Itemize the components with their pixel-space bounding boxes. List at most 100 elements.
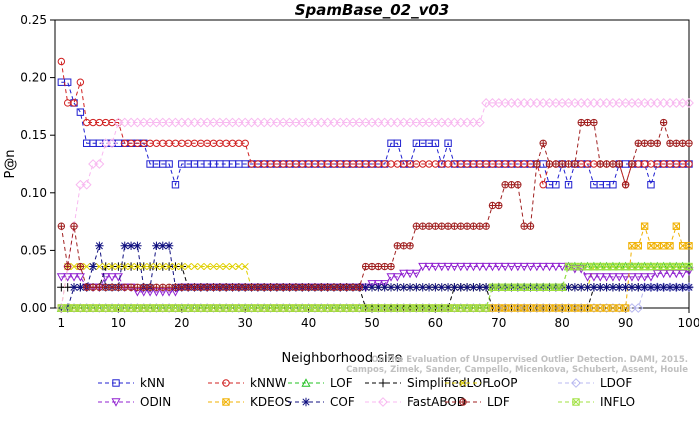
data-point-cof bbox=[646, 283, 656, 292]
data-point-cof bbox=[418, 283, 427, 292]
data-point-inflo bbox=[634, 262, 642, 271]
data-point-loop bbox=[235, 262, 243, 271]
data-point-odin bbox=[487, 262, 497, 272]
data-point-cof bbox=[399, 283, 408, 292]
data-point-ldof bbox=[671, 282, 682, 293]
data-point-ldf bbox=[152, 283, 161, 291]
legend-label-cof: COF bbox=[330, 395, 355, 409]
y-tick-label: 0.25 bbox=[20, 13, 47, 27]
data-point-ldf bbox=[678, 139, 687, 147]
data-point-loop bbox=[241, 262, 249, 271]
legend-marker-kdeos bbox=[222, 398, 230, 406]
data-point-knnw bbox=[241, 139, 249, 147]
data-point-ldf bbox=[596, 160, 604, 168]
data-point-ldf bbox=[368, 262, 376, 271]
y-tick-label: 0.05 bbox=[20, 243, 47, 257]
data-point-odin bbox=[481, 262, 491, 272]
data-point-odin bbox=[583, 273, 593, 282]
watermark-citation: On the Evaluation of Unsupervised Outlie… bbox=[371, 355, 688, 365]
data-point-fastabod bbox=[443, 117, 453, 128]
data-point-ldf bbox=[488, 201, 497, 210]
data-point-ldf bbox=[165, 283, 173, 291]
data-point-ldf bbox=[450, 222, 459, 230]
data-point-kdeos bbox=[672, 222, 681, 230]
data-point-ldf bbox=[393, 242, 402, 250]
data-point-fastabod bbox=[417, 117, 428, 128]
data-point-fastabod bbox=[214, 117, 225, 128]
data-point-cof bbox=[615, 283, 624, 292]
data-point-fastabod bbox=[379, 117, 390, 128]
data-point-fastabod bbox=[633, 98, 644, 108]
data-point-cof bbox=[367, 283, 377, 292]
data-point-loop bbox=[83, 262, 91, 271]
data-point-odin bbox=[665, 269, 675, 279]
data-point-cof bbox=[76, 283, 85, 292]
data-point-odin bbox=[468, 262, 478, 272]
data-point-odin bbox=[627, 273, 637, 282]
data-point-ldf bbox=[266, 283, 275, 291]
data-point-fastabod bbox=[608, 98, 618, 108]
data-point-odin bbox=[608, 273, 618, 282]
data-point-ldf bbox=[247, 283, 256, 291]
data-point-cof bbox=[69, 283, 79, 292]
data-point-cof bbox=[564, 283, 573, 292]
data-point-ldf bbox=[533, 160, 541, 168]
data-point-odin bbox=[544, 262, 555, 272]
data-point-fastabod bbox=[677, 98, 688, 108]
data-point-fastabod bbox=[544, 98, 555, 108]
data-point-ldf bbox=[685, 139, 693, 147]
data-point-odin bbox=[373, 280, 383, 289]
data-point-loop bbox=[146, 262, 154, 271]
data-point-odin bbox=[506, 262, 517, 272]
data-point-ldf bbox=[298, 283, 306, 291]
data-point-fastabod bbox=[310, 117, 320, 128]
data-point-fastabod bbox=[569, 98, 580, 108]
data-point-ldf bbox=[609, 160, 617, 168]
data-point-fastabod bbox=[684, 98, 694, 108]
data-point-loop bbox=[114, 262, 122, 271]
data-point-loop bbox=[133, 262, 141, 271]
data-point-odin bbox=[75, 273, 85, 282]
series-inflo bbox=[57, 262, 693, 312]
data-point-odin bbox=[621, 273, 631, 282]
y-tick-label: 0.20 bbox=[20, 71, 47, 85]
data-point-ldf bbox=[121, 283, 129, 291]
data-point-ldf bbox=[159, 283, 167, 291]
x-tick-label: 30 bbox=[238, 316, 253, 330]
legend-item-knnw: kNNW bbox=[208, 376, 287, 390]
data-point-ldf bbox=[114, 283, 123, 291]
data-point-knn bbox=[165, 160, 173, 168]
series-ldf bbox=[57, 118, 693, 291]
data-point-ldf bbox=[254, 283, 262, 291]
data-point-ldf bbox=[469, 222, 478, 230]
data-point-cof bbox=[462, 283, 472, 292]
data-point-fastabod bbox=[271, 117, 282, 128]
data-point-ldf bbox=[133, 283, 142, 291]
data-point-fastabod bbox=[455, 117, 466, 128]
data-point-ldf bbox=[406, 242, 414, 250]
data-point-ldf bbox=[564, 160, 573, 168]
data-point-ldf bbox=[412, 222, 421, 230]
data-point-ldf bbox=[190, 283, 199, 291]
data-point-ldf bbox=[590, 118, 598, 127]
data-point-odin bbox=[462, 262, 472, 272]
legend-item-lof: LOF bbox=[288, 376, 353, 390]
data-point-cof bbox=[665, 283, 675, 292]
data-point-fastabod bbox=[291, 117, 301, 128]
data-point-fastabod bbox=[240, 117, 251, 128]
data-point-fastabod bbox=[563, 98, 574, 108]
data-point-ldf bbox=[355, 283, 364, 291]
data-point-fastabod bbox=[341, 117, 352, 128]
data-point-fastabod bbox=[512, 98, 523, 108]
data-point-ldf bbox=[285, 283, 294, 291]
data-point-fastabod bbox=[126, 117, 136, 128]
data-point-fastabod bbox=[367, 117, 377, 128]
data-point-odin bbox=[633, 273, 643, 282]
data-point-knn bbox=[76, 108, 85, 116]
legend-item-ldof: LDOF bbox=[558, 376, 632, 390]
data-point-odin bbox=[614, 273, 624, 282]
data-point-fastabod bbox=[449, 117, 460, 128]
data-point-fastabod bbox=[595, 98, 606, 108]
data-point-loop bbox=[209, 262, 218, 271]
data-point-odin bbox=[437, 262, 447, 272]
